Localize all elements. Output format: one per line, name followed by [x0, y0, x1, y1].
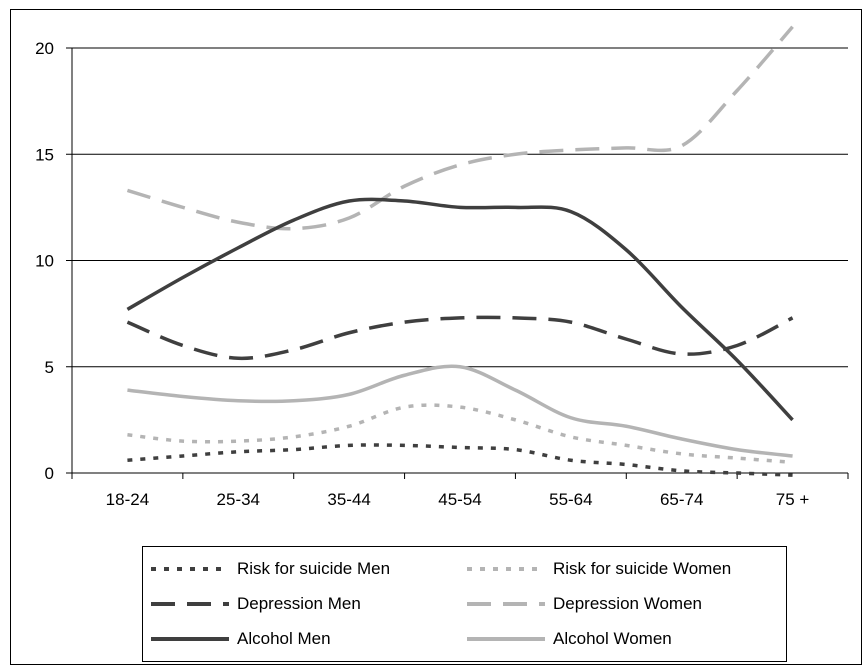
x-tick-label: 65-74	[660, 490, 703, 509]
y-tick-label: 20	[35, 39, 54, 58]
legend-swatch	[151, 602, 229, 606]
legend-swatch	[467, 602, 545, 606]
legend-label: Depression Women	[553, 594, 702, 613]
legend-label: Alcohol Men	[237, 629, 331, 648]
x-tick-label: 18-24	[106, 490, 149, 509]
x-tick-label: 75 +	[776, 490, 810, 509]
x-tick-label: 55-64	[549, 490, 592, 509]
legend-item: Alcohol Women	[465, 627, 672, 651]
x-tick-label: 45-54	[438, 490, 481, 509]
legend-label: Alcohol Women	[553, 629, 672, 648]
legend-label: Depression Men	[237, 594, 361, 613]
legend-item: Alcohol Men	[149, 627, 331, 651]
y-tick-label: 5	[45, 358, 54, 377]
legend-item: Risk for suicide Men	[149, 557, 390, 581]
x-tick-label: 35-44	[327, 490, 370, 509]
legend-label: Risk for suicide Women	[553, 559, 732, 578]
legend-item: Depression Men	[149, 592, 361, 616]
y-tick-label: 0	[45, 464, 54, 483]
series-line-alcohol-women	[127, 364, 793, 458]
x-tick-label: 25-34	[217, 490, 260, 509]
legend-item: Depression Women	[465, 592, 702, 616]
series-line-alcohol-men	[126, 197, 794, 422]
legend-swatch	[467, 567, 545, 571]
legend-swatch	[467, 637, 545, 641]
series-line-depression-women	[126, 25, 794, 231]
legend-swatch	[151, 567, 229, 571]
y-tick-label: 10	[35, 252, 54, 271]
legend-item: Risk for suicide Women	[465, 557, 731, 581]
series-lines	[126, 25, 794, 477]
y-axis-ticks: 0 5 10 15 20	[35, 39, 72, 483]
chart-frame	[10, 9, 862, 665]
y-tick-label: 15	[35, 145, 54, 164]
legend: Risk for suicide Men Risk for suicide Wom…	[142, 546, 787, 662]
legend-label: Risk for suicide Men	[237, 559, 391, 578]
legend-swatch	[151, 637, 229, 641]
x-axis-ticks: 18-24 25-34 35-44 45-54 55-64 65-74 75 +	[71, 473, 849, 509]
series-line-depression-men	[126, 315, 794, 361]
series-line-risk-for-suicide-women	[127, 403, 793, 465]
series-line-risk-for-suicide-men	[127, 443, 793, 477]
